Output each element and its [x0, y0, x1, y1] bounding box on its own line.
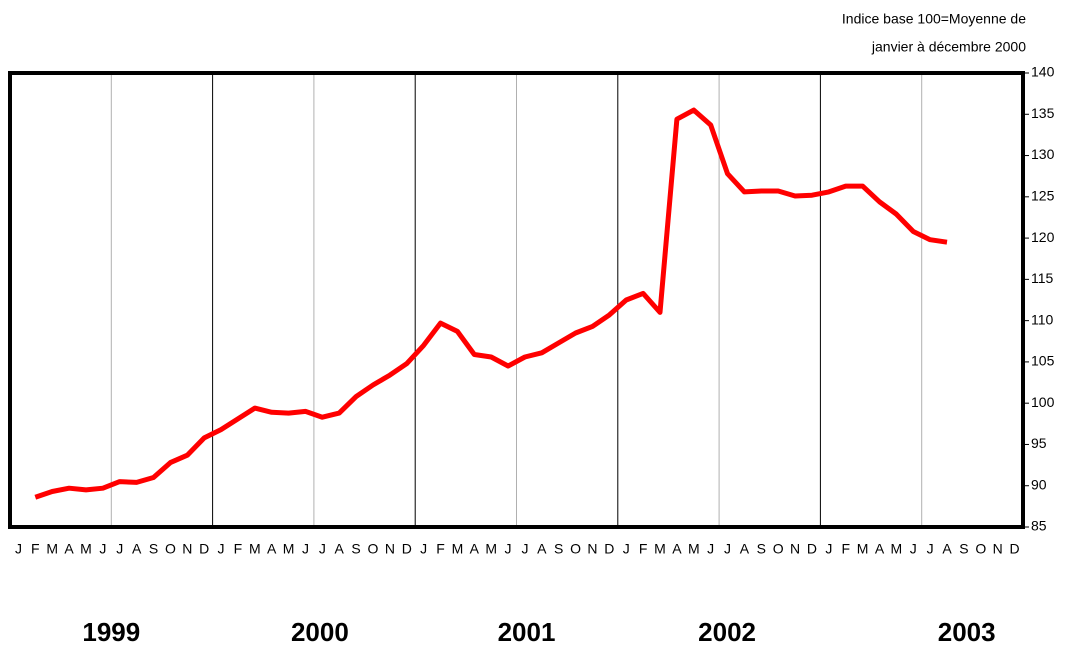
x-tick-label: M — [249, 541, 261, 557]
year-label: 2000 — [291, 617, 349, 647]
y-tick-label: 130 — [1031, 146, 1055, 162]
axis-label: janvier à décembre 2000 — [871, 39, 1026, 55]
year-label: 2002 — [698, 617, 756, 647]
plot-frame — [8, 71, 1025, 529]
x-tick-label: D — [604, 541, 614, 557]
y-tick-label: 105 — [1031, 353, 1055, 369]
x-tick-label: M — [857, 541, 869, 557]
x-tick-label: J — [302, 541, 309, 557]
x-tick-label: J — [521, 541, 528, 557]
x-tick-label: J — [505, 541, 512, 557]
y-tick-label: 85 — [1031, 518, 1047, 534]
x-tick-label: M — [46, 541, 58, 557]
x-tick-label: M — [485, 541, 497, 557]
x-tick-label: F — [234, 541, 243, 557]
x-tick-label: D — [199, 541, 209, 557]
y-tick-label: 125 — [1031, 188, 1055, 204]
x-tick-label: M — [283, 541, 295, 557]
x-tick-label: F — [841, 541, 850, 557]
x-tick-label: N — [587, 541, 597, 557]
x-tick-label: N — [385, 541, 395, 557]
x-tick-label: M — [891, 541, 903, 557]
x-tick-label: J — [99, 541, 106, 557]
x-tick-label: A — [875, 541, 885, 557]
x-tick-label: A — [740, 541, 750, 557]
x-tick-label: J — [623, 541, 630, 557]
x-tick-label: S — [351, 541, 360, 557]
x-tick-label: M — [80, 541, 92, 557]
x-tick-label: A — [64, 541, 74, 557]
x-tick-label: S — [149, 541, 158, 557]
x-tick-label: N — [790, 541, 800, 557]
x-tick-label: O — [165, 541, 176, 557]
x-tick-label: J — [218, 541, 225, 557]
x-tick-label: F — [639, 541, 648, 557]
y-tick-label: 100 — [1031, 394, 1055, 410]
x-tick-label: A — [537, 541, 547, 557]
x-tick-label: S — [554, 541, 563, 557]
y-tick-label: 135 — [1031, 105, 1055, 121]
y-tick-label: 95 — [1031, 435, 1047, 451]
x-tick-label: A — [470, 541, 480, 557]
x-tick-label: M — [688, 541, 700, 557]
year-label: 2003 — [938, 617, 996, 647]
x-tick-label: O — [570, 541, 581, 557]
x-tick-label: D — [807, 541, 817, 557]
x-tick-label: A — [132, 541, 142, 557]
x-tick-label: J — [15, 541, 22, 557]
x-tick-label: D — [1009, 541, 1019, 557]
x-tick-label: J — [910, 541, 917, 557]
x-tick-label: S — [959, 541, 968, 557]
x-tick-label: J — [927, 541, 934, 557]
x-tick-label: J — [707, 541, 714, 557]
x-tick-label: J — [420, 541, 427, 557]
x-tick-label: A — [267, 541, 277, 557]
y-tick-label: 140 — [1031, 64, 1055, 80]
x-tick-label: A — [942, 541, 952, 557]
x-tick-label: N — [993, 541, 1003, 557]
x-tick-label: J — [319, 541, 326, 557]
year-label: 1999 — [82, 617, 140, 647]
y-tick-label: 90 — [1031, 476, 1047, 492]
x-tick-label: J — [825, 541, 832, 557]
x-tick-label: O — [368, 541, 379, 557]
x-tick-label: N — [182, 541, 192, 557]
x-tick-label: F — [31, 541, 40, 557]
axis-label: Indice base 100=Moyenne de — [842, 11, 1026, 27]
y-tick-label: 110 — [1031, 311, 1054, 327]
x-tick-label: J — [724, 541, 731, 557]
x-tick-label: F — [436, 541, 445, 557]
data-line — [34, 107, 948, 500]
y-tick-label: 120 — [1031, 229, 1055, 245]
x-tick-label: J — [116, 541, 123, 557]
x-tick-label: O — [975, 541, 986, 557]
x-tick-label: S — [757, 541, 766, 557]
x-tick-label: M — [654, 541, 666, 557]
x-tick-label: A — [672, 541, 682, 557]
year-label: 2001 — [498, 617, 556, 647]
y-tick-label: 115 — [1031, 270, 1054, 286]
x-tick-label: A — [335, 541, 345, 557]
x-tick-label: O — [773, 541, 784, 557]
x-tick-label: M — [452, 541, 464, 557]
x-tick-label: D — [402, 541, 412, 557]
